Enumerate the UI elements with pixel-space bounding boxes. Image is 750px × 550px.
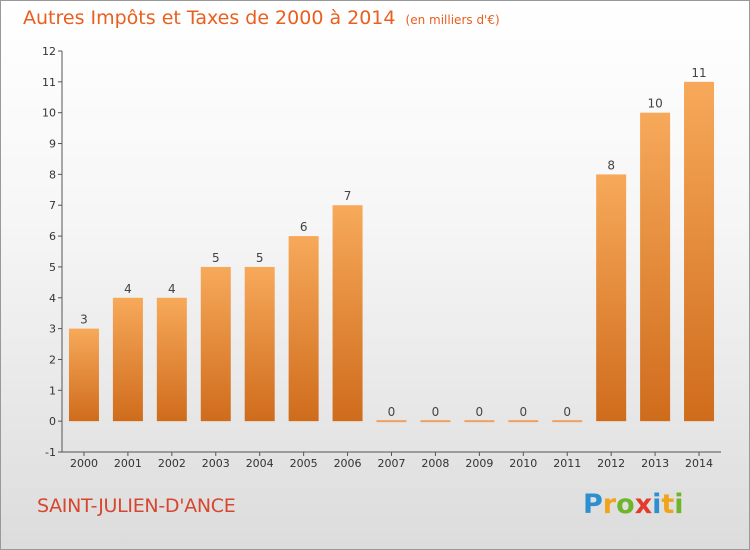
x-tick-label: 2009 — [465, 457, 493, 470]
data-label: 4 — [124, 282, 132, 296]
y-tick-label: 1 — [49, 384, 56, 397]
y-tick-label: -1 — [45, 446, 56, 459]
x-tick-label: 2011 — [553, 457, 581, 470]
bar — [552, 420, 583, 423]
data-label: 8 — [607, 158, 615, 172]
logo-letter: t — [661, 489, 675, 520]
x-tick-label: 2002 — [158, 457, 186, 470]
data-labels: 3 4 4 5 5 6 7 0 0 0 0 0 8 10 11 — [80, 66, 707, 419]
bar — [200, 266, 231, 422]
y-tick-label: 7 — [49, 199, 56, 212]
logo-letter: r — [602, 489, 617, 520]
x-tick-label: 2007 — [378, 457, 406, 470]
chart-title-text: Autres Impôts et Taxes de 2000 à 2014 — [23, 7, 396, 29]
data-label: 7 — [344, 189, 352, 203]
logo-letter: o — [616, 489, 635, 520]
chart-title-unit: (en milliers d'€) — [405, 13, 500, 27]
logo-letter: i — [652, 489, 662, 520]
x-tick-label: 2004 — [246, 457, 274, 470]
bar — [640, 112, 671, 422]
bar — [464, 420, 495, 423]
x-tick-label: 2003 — [202, 457, 230, 470]
bar — [244, 266, 275, 422]
bar — [156, 297, 187, 422]
data-label: 0 — [476, 405, 484, 419]
x-tick-label: 2013 — [641, 457, 669, 470]
x-tick-label: 2008 — [421, 457, 449, 470]
y-tick-label: 10 — [42, 107, 56, 120]
x-tick-label: 2006 — [334, 457, 362, 470]
data-label: 0 — [432, 405, 440, 419]
x-tick-label: 2010 — [509, 457, 537, 470]
data-label: 4 — [168, 282, 176, 296]
data-label: 0 — [563, 405, 571, 419]
bars — [68, 81, 715, 423]
y-tick-label: 6 — [49, 230, 56, 243]
data-label: 11 — [691, 66, 706, 80]
y-tick-label: 9 — [49, 138, 56, 151]
y-tick-label: 12 — [42, 45, 56, 58]
logo-letter: P — [583, 489, 603, 520]
y-tick-label: 11 — [42, 76, 56, 89]
x-tick-label: 2000 — [70, 457, 98, 470]
y-tick-label: 0 — [49, 415, 56, 428]
x-tick-label: 2005 — [290, 457, 318, 470]
chart-title: Autres Impôts et Taxes de 2000 à 2014 (e… — [23, 7, 500, 29]
bar — [420, 420, 451, 423]
x-tick-label: 2014 — [685, 457, 713, 470]
proxiti-logo[interactable]: Proxiti — [583, 489, 684, 520]
logo-letter: x — [634, 489, 653, 520]
data-label: 5 — [212, 251, 220, 265]
y-tick-label: 2 — [49, 353, 56, 366]
y-tick-label: 5 — [49, 261, 56, 274]
y-tick-label: 3 — [49, 323, 56, 336]
data-label: 0 — [388, 405, 396, 419]
data-label: 10 — [647, 97, 662, 111]
data-label: 0 — [519, 405, 527, 419]
y-tick-label: 8 — [49, 168, 56, 181]
bar — [112, 297, 143, 422]
bar — [68, 328, 99, 422]
bar — [376, 420, 407, 423]
x-tick-label: 2001 — [114, 457, 142, 470]
data-label: 3 — [80, 313, 88, 327]
commune-name: SAINT-JULIEN-D'ANCE — [37, 495, 236, 517]
bar — [596, 174, 627, 422]
bar — [332, 205, 363, 422]
logo-letter: i — [674, 489, 684, 520]
y-tick-label: 4 — [49, 292, 56, 305]
data-label: 6 — [300, 220, 308, 234]
data-label: 5 — [256, 251, 264, 265]
bar — [684, 81, 715, 422]
bar — [508, 420, 539, 423]
bar — [288, 236, 319, 422]
x-tick-label: 2012 — [597, 457, 625, 470]
